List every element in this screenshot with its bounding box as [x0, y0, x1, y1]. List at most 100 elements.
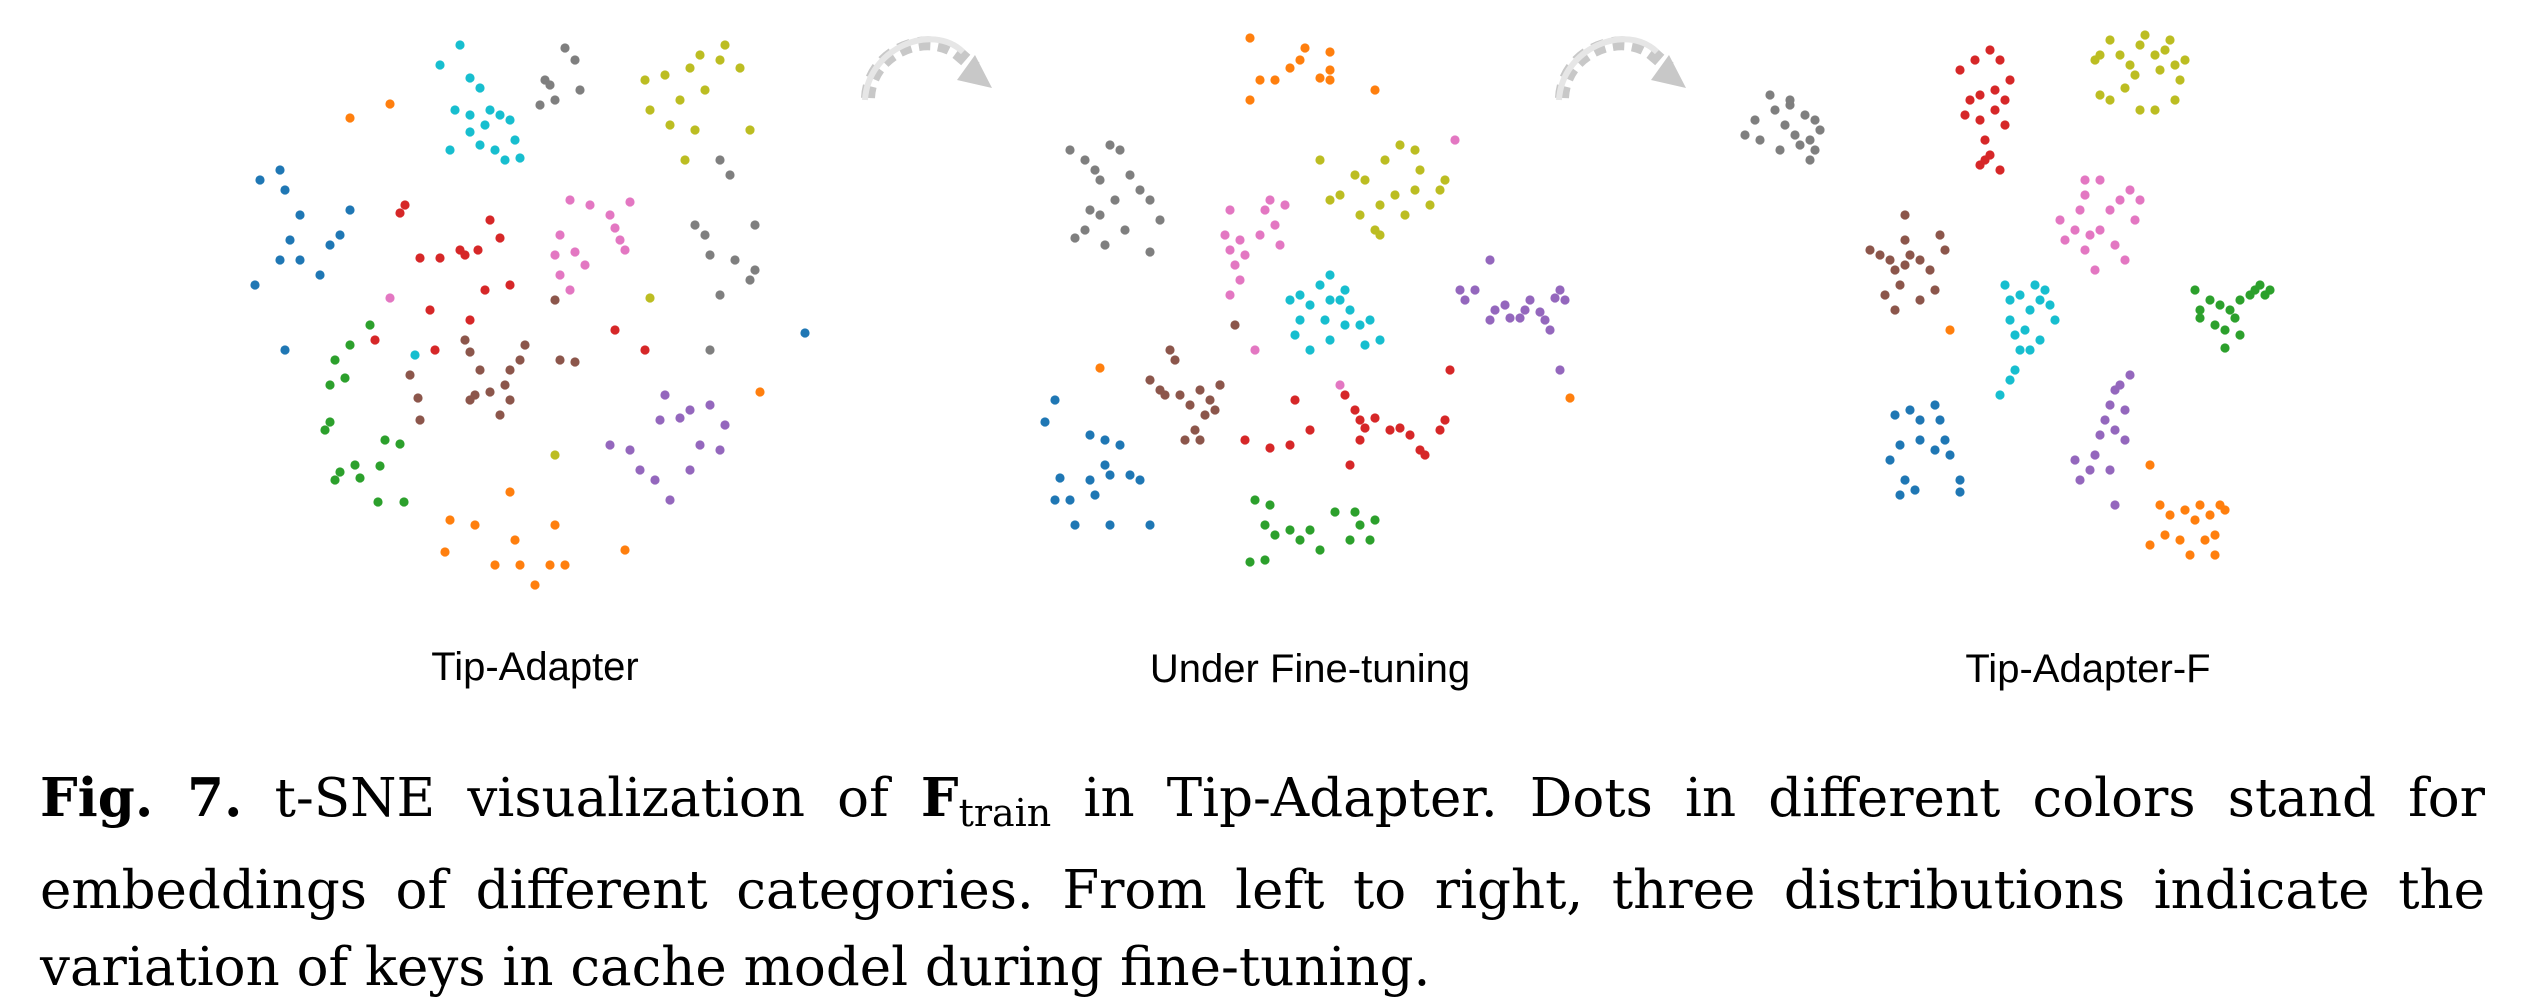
scatter-point — [2160, 45, 2170, 55]
scatter-point — [1185, 400, 1195, 410]
scatter-point — [1890, 265, 1900, 275]
scatter-point — [1535, 307, 1545, 317]
scatter-point — [510, 135, 520, 145]
scatter-point — [645, 293, 655, 303]
scatter-point — [1220, 230, 1230, 240]
scatter-point — [485, 215, 495, 225]
scatter-point — [685, 465, 695, 475]
scatter-point — [705, 250, 715, 260]
scatter-point — [1230, 260, 1240, 270]
scatter-point — [1975, 90, 1985, 100]
scatter-point — [255, 175, 265, 185]
scatter-point — [550, 250, 560, 260]
scatter-point — [2140, 30, 2150, 40]
scatter-point — [745, 275, 755, 285]
scatter-point — [2020, 325, 2030, 335]
scatter-point — [685, 63, 695, 73]
scatter-point — [635, 465, 645, 475]
scatter-point — [1170, 355, 1180, 365]
scatter-point — [1395, 140, 1405, 150]
scatter-point — [435, 60, 445, 70]
scatter-point — [2050, 315, 2060, 325]
scatter-point — [1470, 285, 1480, 295]
scatter-point — [460, 335, 470, 345]
scatter-point — [1355, 210, 1365, 220]
scatter-point — [450, 105, 460, 115]
scatter-point — [1235, 235, 1245, 245]
scatter-point — [415, 253, 425, 263]
scatter-point — [1245, 95, 1255, 105]
scatter-point — [555, 355, 565, 365]
scatter-point — [460, 250, 470, 260]
scatter-point — [655, 415, 665, 425]
scatter-point — [1340, 390, 1350, 400]
scatter-point — [720, 40, 730, 50]
scatter-point — [2170, 95, 2180, 105]
scatter-point — [2105, 95, 2115, 105]
scatter-point — [580, 260, 590, 270]
scatter-point — [1325, 295, 1335, 305]
scatter-point — [1890, 305, 1900, 315]
scatter-point — [1180, 435, 1190, 445]
scatter-point — [1315, 545, 1325, 555]
scatter-point — [1555, 285, 1565, 295]
scatter-point — [1865, 245, 1875, 255]
scatter-point — [2115, 50, 2125, 60]
scatter-point — [440, 547, 450, 557]
scatter-point — [2135, 105, 2145, 115]
scatter-point — [1815, 125, 1825, 135]
scatter-point — [1250, 345, 1260, 355]
scatter-point — [1985, 45, 1995, 55]
scatter-point — [1445, 365, 1455, 375]
scatter-point — [1370, 413, 1380, 423]
scatter-point — [1160, 390, 1170, 400]
scatter-point — [1915, 255, 1925, 265]
scatter-point — [535, 100, 545, 110]
scatter-point — [1995, 55, 2005, 65]
scatter-point — [665, 495, 675, 505]
scatter-point — [1270, 220, 1280, 230]
scatter-point — [1335, 295, 1345, 305]
scatter-point — [2185, 550, 2195, 560]
scatter-point — [1175, 390, 1185, 400]
scatter-point — [1955, 65, 1965, 75]
scatter-point — [395, 439, 405, 449]
scatter-point — [550, 295, 560, 305]
scatter-point — [2215, 300, 2225, 310]
scatter-point — [2135, 40, 2145, 50]
scatter-point — [1285, 295, 1295, 305]
scatter-point — [2235, 330, 2245, 340]
scatter-point — [285, 235, 295, 245]
scatter-point — [695, 440, 705, 450]
scatter-point — [399, 497, 409, 507]
scatter-point — [413, 393, 423, 403]
scatter-point — [2195, 313, 2205, 323]
scatter-point — [1900, 260, 1910, 270]
scatter-point — [735, 63, 745, 73]
scatter-point — [1885, 455, 1895, 465]
scatter-point — [2105, 400, 2115, 410]
scatter-point — [2045, 300, 2055, 310]
scatter-point — [1410, 145, 1420, 155]
scatter-point — [1085, 430, 1095, 440]
scatter-point — [1065, 495, 1075, 505]
scatter-point — [505, 115, 515, 125]
scatter-point — [1980, 135, 1990, 145]
scatter-point — [2090, 450, 2100, 460]
scatter-point — [405, 370, 415, 380]
scatter-point — [1750, 115, 1760, 125]
scatter-point — [1350, 170, 1360, 180]
scatter-point — [2130, 215, 2140, 225]
scatter-point — [545, 80, 555, 90]
scatter-point — [1955, 487, 1965, 497]
scatter-point — [1260, 205, 1270, 215]
scatter-point — [2210, 320, 2220, 330]
scatter-point — [700, 230, 710, 240]
scatter-point — [1945, 325, 1955, 335]
scatter-point — [1365, 535, 1375, 545]
scatter-point — [1810, 115, 1820, 125]
scatter-point — [330, 355, 340, 365]
scatter-point — [2075, 475, 2085, 485]
scatter-point — [2040, 285, 2050, 295]
scatter-point — [610, 325, 620, 335]
